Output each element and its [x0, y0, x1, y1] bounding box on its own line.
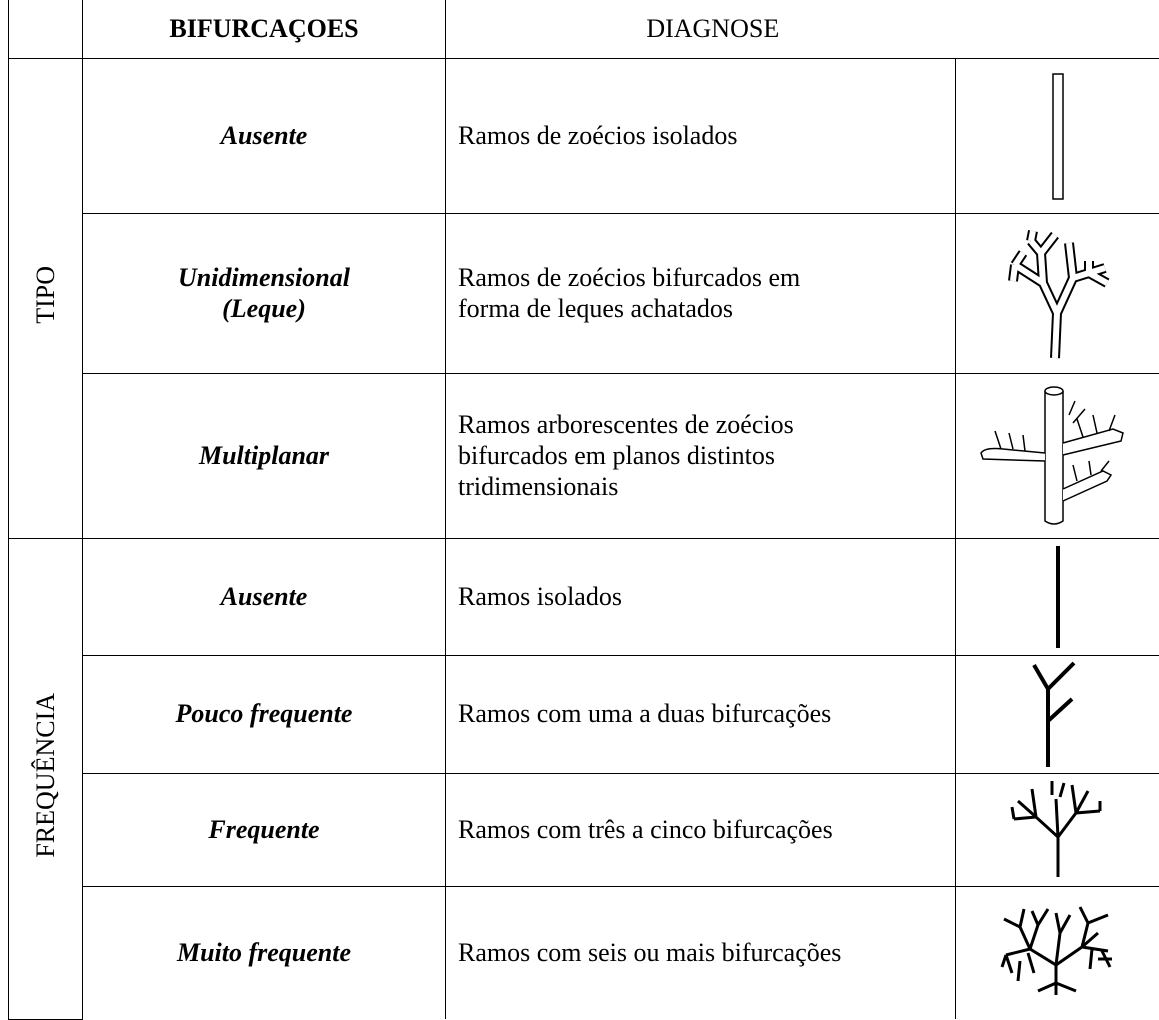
- row: Muito frequente Ramos com seis ou mais b…: [9, 886, 1159, 1019]
- bifurcation: Frequente: [83, 773, 446, 886]
- icon-cell: [956, 655, 1159, 773]
- icon: [973, 381, 1143, 531]
- header-diagnosis: DIAGNOSE: [446, 0, 1159, 58]
- icon-cell: [956, 58, 1159, 213]
- row: Frequente Ramos com três a cinco bifurca…: [9, 773, 1159, 886]
- group-cell: TIPO: [9, 58, 83, 538]
- corner-cell: [9, 0, 83, 58]
- icon-cell: [956, 886, 1159, 1019]
- diagnosis: Ramos com uma a duas bifurcações: [446, 655, 956, 773]
- icon-cell: [956, 773, 1159, 886]
- diagnosis: Ramos com três a cinco bifurcações: [446, 773, 956, 886]
- icon: [993, 223, 1123, 363]
- diagnosis: Ramos isolados: [446, 538, 956, 655]
- bifurcation: Multiplanar: [83, 373, 446, 538]
- row: Multiplanar Ramos arborescentes de zoéci…: [9, 373, 1159, 538]
- icon-cell: [956, 373, 1159, 538]
- header-bifurcation: BIFURCAÇOES: [83, 0, 446, 58]
- bifurcation: Muito frequente: [83, 886, 446, 1019]
- bifurcation: Unidimensional (Leque): [83, 213, 446, 373]
- row: FREQUÊNCIA Ausente Ramos isolados: [9, 538, 1159, 655]
- icon: [1038, 542, 1078, 652]
- diagnosis: Ramos de zoécios bifurcados em forma de …: [446, 213, 956, 373]
- diagnosis: Ramos com seis ou mais bifurcações: [446, 886, 956, 1019]
- icon-cell: [956, 538, 1159, 655]
- classification-table: BIFURCAÇOES DIAGNOSE TIPO Ausente Ramos …: [8, 0, 1159, 1020]
- group-cell: FREQUÊNCIA: [9, 538, 83, 1019]
- bifurcation: Ausente: [83, 58, 446, 213]
- icon: [1028, 66, 1088, 206]
- diagnosis: Ramos arborescentes de zoécios bifurcado…: [446, 373, 956, 538]
- row: TIPO Ausente Ramos de zoécios isolados: [9, 58, 1159, 213]
- icon: [1008, 777, 1108, 882]
- group-label: TIPO: [30, 266, 61, 324]
- group-label: FREQUÊNCIA: [30, 693, 61, 858]
- row: Unidimensional (Leque) Ramos de zoécios …: [9, 213, 1159, 373]
- diagnosis: Ramos de zoécios isolados: [446, 58, 956, 213]
- icon: [1028, 659, 1088, 769]
- icon-cell: [956, 213, 1159, 373]
- row: Pouco frequente Ramos com uma a duas bif…: [9, 655, 1159, 773]
- header-row: BIFURCAÇOES DIAGNOSE: [9, 0, 1159, 58]
- bifurcation: Ausente: [83, 538, 446, 655]
- bifurcation: Pouco frequente: [83, 655, 446, 773]
- icon: [998, 903, 1118, 1003]
